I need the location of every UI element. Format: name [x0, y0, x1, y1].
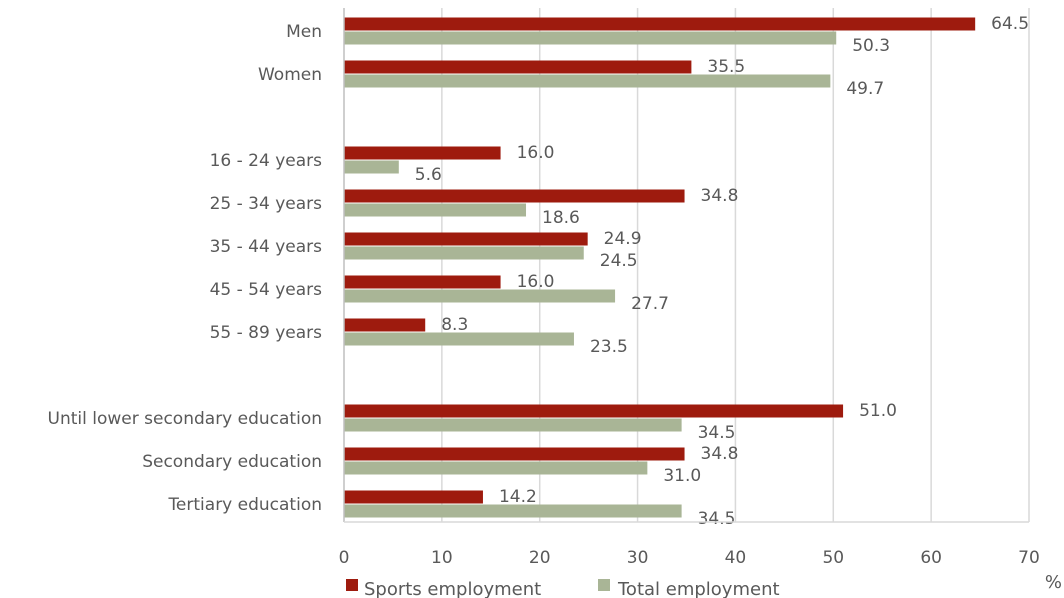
data-label-total-employment-tertiary-education: 34.5	[698, 509, 736, 529]
data-label-sports-employment-tertiary-education: 14.2	[499, 487, 537, 507]
data-label-total-employment-women: 49.7	[846, 79, 884, 99]
x-tick-label-10: 10	[431, 548, 453, 568]
bar-total-employment-secondary-education	[344, 461, 648, 475]
data-label-sports-employment-until-lower-secondary-education: 51.0	[859, 401, 897, 421]
bars	[344, 17, 976, 518]
data-label-sports-employment-25-34-years: 34.8	[701, 186, 739, 206]
bar-sports-employment-secondary-education	[344, 447, 685, 461]
category-label-45-54-years: 45 - 54 years	[210, 280, 323, 300]
category-label-secondary-education: Secondary education	[142, 452, 322, 472]
x-tick-label-50: 50	[822, 548, 844, 568]
data-label-sports-employment-45-54-years: 16.0	[517, 272, 555, 292]
category-label-men: Men	[286, 22, 322, 42]
x-tick-label-0: 0	[339, 548, 350, 568]
bar-sports-employment-55-89-years	[344, 318, 426, 332]
bar-total-employment-men	[344, 31, 837, 45]
data-label-total-employment-16-24-years: 5.6	[415, 165, 442, 185]
bar-total-employment-women	[344, 74, 831, 88]
category-label-25-34-years: 25 - 34 years	[210, 194, 323, 214]
legend-swatch-total-employment	[598, 579, 610, 591]
legend-label-total-employment: Total employment	[617, 579, 780, 598]
category-label-until-lower-secondary-education: Until lower secondary education	[48, 409, 322, 429]
bar-sports-employment-tertiary-education	[344, 490, 483, 504]
bar-sports-employment-45-54-years	[344, 275, 501, 289]
data-label-total-employment-55-89-years: 23.5	[590, 337, 628, 357]
category-labels: Men Women 16 - 24 years 25 - 34 years 35 - 4…	[48, 22, 323, 515]
bar-total-employment-55-89-years	[344, 332, 574, 346]
bar-sports-employment-25-34-years	[344, 189, 685, 203]
data-label-total-employment-secondary-education: 31.0	[663, 466, 701, 486]
data-label-total-employment-men: 50.3	[852, 36, 890, 56]
bar-sports-employment-women	[344, 60, 692, 74]
data-label-sports-employment-secondary-education: 34.8	[701, 444, 739, 464]
bar-sports-employment-35-44-years	[344, 232, 588, 246]
category-label-55-89-years: 55 - 89 years	[210, 323, 323, 343]
bar-total-employment-16-24-years	[344, 160, 399, 174]
data-label-sports-employment-16-24-years: 16.0	[517, 143, 555, 163]
legend-label-sports-employment: Sports employment	[364, 579, 541, 598]
category-label-35-44-years: 35 - 44 years	[210, 237, 323, 257]
category-label-tertiary-education: Tertiary education	[167, 495, 322, 515]
data-label-total-employment-until-lower-secondary-education: 34.5	[698, 423, 736, 443]
data-label-total-employment-35-44-years: 24.5	[600, 251, 638, 271]
bar-sports-employment-16-24-years	[344, 146, 501, 160]
legend-swatch-sports-employment	[346, 579, 358, 591]
data-label-total-employment-25-34-years: 18.6	[542, 208, 580, 228]
x-axis-ticks: 0 10 20 30 40 50 60 70	[339, 548, 1040, 568]
x-tick-label-40: 40	[725, 548, 747, 568]
data-label-sports-employment-men: 64.5	[991, 14, 1029, 34]
data-labels: 64.5 50.3 35.5 49.7 16.0 5.6 34.8 18.6 24.924.5 1…	[415, 14, 1029, 529]
x-tick-label-60: 60	[920, 548, 942, 568]
x-tick-label-70: 70	[1018, 548, 1040, 568]
category-label-women: Women	[258, 65, 322, 85]
legend: Sports employment Total employment	[346, 579, 780, 598]
bar-total-employment-until-lower-secondary-education	[344, 418, 682, 432]
data-label-total-employment-45-54-years: 27.7	[631, 294, 669, 314]
data-label-sports-employment-35-44-years: 24.9	[604, 229, 642, 249]
x-tick-label-20: 20	[529, 548, 551, 568]
data-label-sports-employment-women: 35.5	[707, 57, 745, 77]
gridlines	[441, 8, 1030, 522]
bar-total-employment-45-54-years	[344, 289, 616, 303]
unit-label: %	[1045, 572, 1062, 593]
category-label-16-24-years: 16 - 24 years	[210, 151, 323, 171]
bar-sports-employment-men	[344, 17, 976, 31]
data-label-sports-employment-55-89-years: 8.3	[441, 315, 468, 335]
bar-total-employment-35-44-years	[344, 246, 584, 260]
x-tick-label-30: 30	[627, 548, 649, 568]
bar-total-employment-25-34-years	[344, 203, 527, 217]
bar-sports-employment-until-lower-secondary-education	[344, 404, 844, 418]
bar-total-employment-tertiary-education	[344, 504, 682, 518]
